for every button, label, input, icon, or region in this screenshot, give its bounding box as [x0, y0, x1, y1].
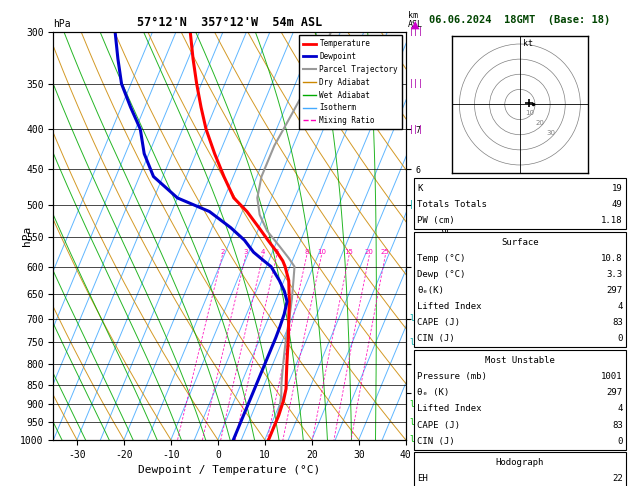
Text: Totals Totals: Totals Totals: [417, 200, 487, 209]
Text: 83: 83: [612, 420, 623, 430]
Text: EH: EH: [417, 474, 428, 484]
Text: CAPE (J): CAPE (J): [417, 318, 460, 328]
Text: 57°12'N  357°12'W  54m ASL: 57°12'N 357°12'W 54m ASL: [137, 16, 322, 29]
Text: |||: |||: [409, 27, 424, 36]
Text: PW (cm): PW (cm): [417, 216, 455, 226]
Text: CIN (J): CIN (J): [417, 334, 455, 344]
Text: hPa: hPa: [53, 19, 71, 29]
Text: 83: 83: [612, 318, 623, 328]
Text: 4: 4: [261, 249, 265, 255]
Text: l-: l-: [409, 418, 419, 427]
Text: CAPE (J): CAPE (J): [417, 420, 460, 430]
Text: kt: kt: [523, 39, 533, 49]
Text: 06.06.2024  18GMT  (Base: 18): 06.06.2024 18GMT (Base: 18): [429, 15, 611, 25]
Text: l-: l-: [409, 435, 419, 444]
Text: 1.18: 1.18: [601, 216, 623, 226]
Text: 297: 297: [606, 388, 623, 398]
Text: 20: 20: [365, 249, 374, 255]
Text: 10: 10: [317, 249, 326, 255]
Text: 0: 0: [617, 436, 623, 446]
Text: Pressure (mb): Pressure (mb): [417, 372, 487, 382]
Legend: Temperature, Dewpoint, Parcel Trajectory, Dry Adiabat, Wet Adiabat, Isotherm, Mi: Temperature, Dewpoint, Parcel Trajectory…: [299, 35, 402, 129]
Text: 3.3: 3.3: [606, 270, 623, 279]
Text: Surface: Surface: [501, 238, 538, 247]
Text: θₑ (K): θₑ (K): [417, 388, 449, 398]
Text: 4: 4: [617, 404, 623, 414]
Text: © weatheronline.co.uk: © weatheronline.co.uk: [467, 469, 572, 479]
Text: Hodograph: Hodograph: [496, 458, 544, 468]
Text: CIN (J): CIN (J): [417, 436, 455, 446]
Text: 10: 10: [526, 110, 535, 116]
Text: Lifted Index: Lifted Index: [417, 302, 482, 312]
Text: 20: 20: [536, 120, 545, 126]
Text: 8: 8: [304, 249, 309, 255]
Text: 10.8: 10.8: [601, 254, 623, 263]
Text: 297: 297: [606, 286, 623, 295]
Text: |||: |||: [409, 79, 424, 88]
Text: Lifted Index: Lifted Index: [417, 404, 482, 414]
Text: 19: 19: [612, 184, 623, 193]
Text: 25: 25: [381, 249, 390, 255]
Y-axis label: Mixing Ratio (g/kg): Mixing Ratio (g/kg): [439, 180, 449, 292]
Text: |||: |||: [409, 200, 424, 209]
Text: l-: l-: [409, 338, 419, 347]
Text: Most Unstable: Most Unstable: [485, 356, 555, 365]
Text: 3: 3: [243, 249, 248, 255]
Text: 1001: 1001: [601, 372, 623, 382]
Text: θₑ(K): θₑ(K): [417, 286, 444, 295]
Text: 0: 0: [617, 334, 623, 344]
Text: ▲: ▲: [411, 19, 420, 29]
Text: l-: l-: [409, 314, 419, 323]
Text: 15: 15: [345, 249, 353, 255]
Text: km
ASL: km ASL: [408, 11, 423, 29]
Text: 4: 4: [617, 302, 623, 312]
X-axis label: Dewpoint / Temperature (°C): Dewpoint / Temperature (°C): [138, 465, 321, 475]
Text: 2: 2: [220, 249, 225, 255]
Text: 49: 49: [612, 200, 623, 209]
Text: l-: l-: [409, 399, 419, 409]
Text: |||: |||: [409, 124, 424, 134]
Text: 22: 22: [612, 474, 623, 484]
Y-axis label: hPa: hPa: [23, 226, 32, 246]
Text: 30: 30: [546, 130, 555, 137]
Text: Dewp (°C): Dewp (°C): [417, 270, 465, 279]
Text: 5: 5: [275, 249, 279, 255]
Text: K: K: [417, 184, 423, 193]
Text: Temp (°C): Temp (°C): [417, 254, 465, 263]
